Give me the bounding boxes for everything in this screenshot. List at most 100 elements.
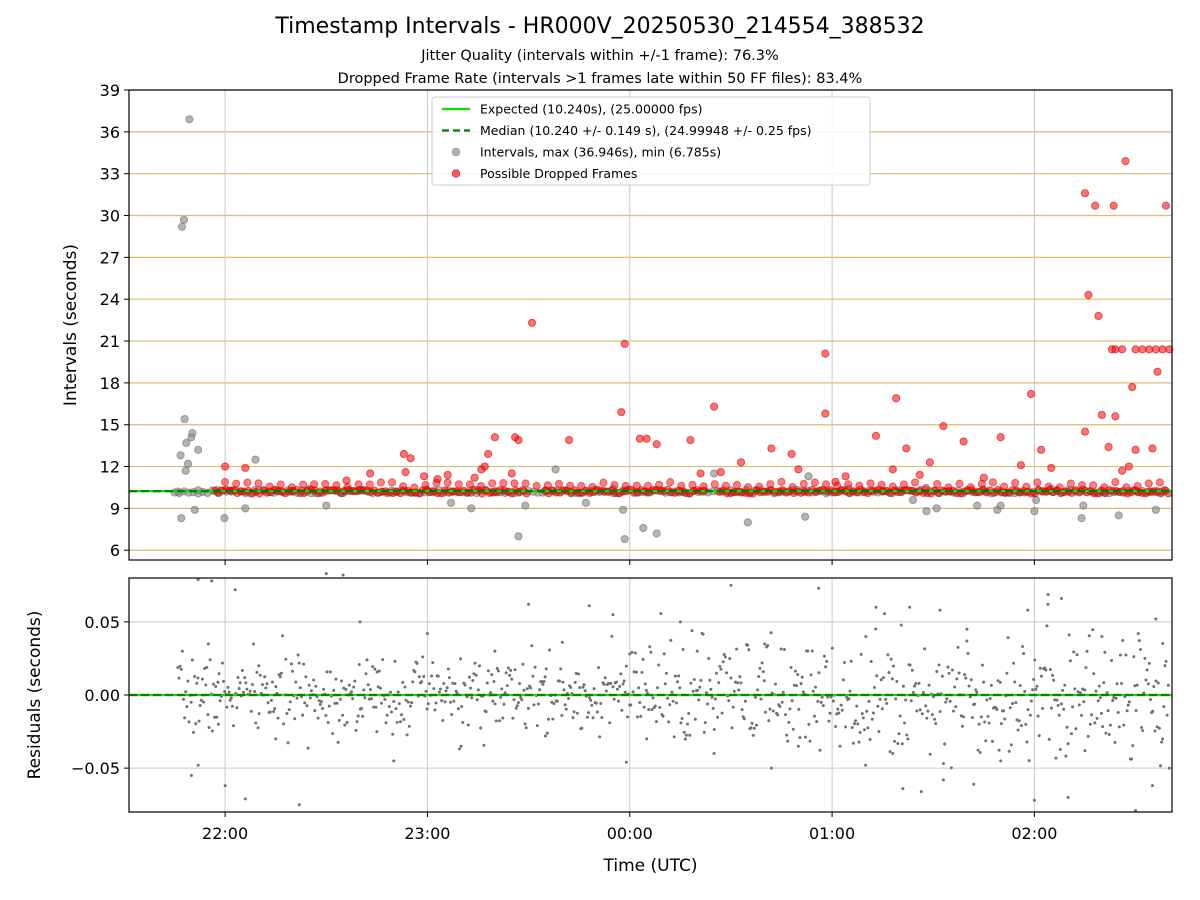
interval-point — [581, 498, 591, 507]
residual-point — [928, 752, 932, 756]
residual-point — [436, 674, 440, 678]
residual-point — [206, 642, 210, 646]
residual-point — [1031, 688, 1035, 692]
residual-point — [490, 673, 494, 677]
residual-point — [890, 677, 894, 681]
residual-point — [368, 687, 372, 691]
residual-point — [787, 720, 791, 724]
residual-point — [1059, 596, 1063, 600]
residual-point — [1017, 719, 1021, 723]
residual-point — [906, 737, 910, 741]
residual-point — [541, 682, 545, 686]
residual-point — [1006, 636, 1010, 640]
residual-point — [821, 704, 825, 708]
residual-point — [792, 683, 796, 687]
residual-point — [358, 620, 362, 624]
residual-point — [373, 667, 377, 671]
dropped-frame-point — [342, 476, 351, 485]
residual-point — [425, 707, 429, 711]
residual-point — [220, 661, 224, 665]
residual-point — [897, 732, 901, 736]
residual-point — [850, 725, 854, 729]
residual-point — [581, 685, 585, 689]
residual-point — [367, 697, 371, 701]
dropped-frame-point — [699, 482, 708, 491]
residual-point — [1032, 677, 1036, 681]
residual-point — [988, 696, 992, 700]
residual-point — [1024, 722, 1028, 726]
residual-point — [295, 696, 299, 700]
residual-point — [264, 686, 268, 690]
dropped-frame-point — [1016, 461, 1026, 470]
residual-point — [983, 720, 987, 724]
dropped-frame-point — [855, 481, 864, 490]
residual-point — [918, 708, 922, 712]
residual-point — [783, 713, 787, 717]
interval-point — [1030, 507, 1039, 516]
residual-point — [658, 705, 662, 709]
residual-point — [862, 728, 866, 732]
residual-point — [856, 722, 860, 726]
residual-point — [459, 657, 463, 661]
residual-point — [265, 682, 269, 686]
residual-point — [508, 673, 512, 677]
residual-point — [421, 655, 425, 659]
residual-point — [218, 699, 222, 703]
residual-point — [587, 711, 591, 715]
dropped-frame-point — [1144, 345, 1154, 354]
residual-point — [701, 632, 705, 636]
dropped-frame-point — [1138, 345, 1147, 354]
residual-point — [505, 684, 509, 688]
residual-point — [1028, 713, 1032, 717]
residual-point — [651, 696, 655, 700]
residual-point — [1120, 681, 1124, 685]
residual-point — [1083, 688, 1087, 692]
residual-point — [250, 683, 254, 687]
residual-point — [1071, 705, 1075, 709]
dropped-frame-point — [944, 483, 953, 492]
residual-point — [588, 696, 592, 700]
residual-point — [920, 712, 924, 716]
residual-point — [904, 698, 908, 702]
residual-point — [768, 707, 772, 711]
residual-point — [1140, 726, 1144, 730]
y-tick-label: 39 — [100, 81, 120, 100]
residual-point — [858, 730, 862, 734]
residual-point — [767, 719, 771, 723]
residual-point — [686, 722, 690, 726]
dropped-frame-point — [521, 479, 530, 488]
residual-point — [457, 747, 461, 751]
residual-point — [810, 649, 814, 653]
residual-point — [1073, 687, 1077, 691]
dropped-frame-point — [710, 480, 719, 489]
dropped-frame-point — [844, 480, 853, 489]
residual-point — [1054, 756, 1058, 760]
y-tick-label: 30 — [100, 207, 120, 226]
residual-point — [542, 679, 546, 683]
dropped-frame-point — [755, 482, 764, 491]
residual-point — [453, 682, 457, 686]
residual-point — [623, 690, 627, 694]
dropped-frame-point — [310, 480, 319, 489]
residual-point — [552, 702, 556, 706]
residual-point — [394, 707, 398, 711]
y-tick-label: 18 — [100, 374, 120, 393]
intervals-plot: 6 9 12 15 18 21 24 27 30 33 36 39 Intervals (seconds… — [61, 81, 1174, 565]
residual-point — [620, 708, 624, 712]
residual-point — [227, 690, 231, 694]
dropped-frame-point — [1111, 345, 1120, 354]
legend-box — [431, 96, 871, 186]
interval-point — [932, 504, 941, 513]
residual-point — [486, 669, 490, 673]
residual-point — [529, 686, 533, 690]
residual-point — [800, 675, 804, 679]
residual-point — [238, 681, 242, 685]
residual-point — [757, 674, 761, 678]
residual-point — [226, 685, 230, 689]
residual-point — [1101, 725, 1105, 729]
residual-point — [851, 741, 855, 745]
residual-point — [901, 787, 905, 791]
residual-point — [950, 668, 954, 672]
residual-point — [984, 739, 988, 743]
residual-point — [693, 717, 697, 721]
